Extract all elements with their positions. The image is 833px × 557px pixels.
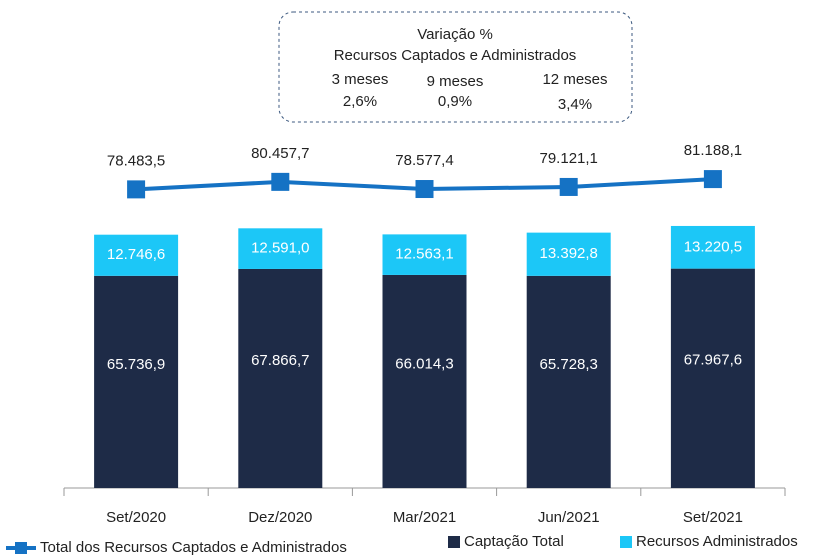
line-marker (271, 172, 290, 191)
x-tick-label: Dez/2020 (248, 509, 312, 526)
data-label: 80.457,7 (251, 145, 309, 162)
annotation-value: 2,6% (343, 93, 377, 110)
legend-label: Total dos Recursos Captados e Administra… (40, 539, 347, 556)
legend-swatch (620, 536, 632, 548)
data-label: 13.220,5 (684, 238, 742, 255)
line-marker (127, 180, 146, 199)
line-marker (559, 177, 578, 196)
annotation-label: 12 meses (542, 71, 607, 88)
bar-segment (382, 234, 467, 275)
bar-segment (94, 234, 179, 276)
x-tick-label: Set/2020 (106, 509, 166, 526)
x-tick-label: Jun/2021 (538, 509, 600, 526)
line-marker (703, 170, 722, 189)
data-label: 12.591,0 (251, 240, 309, 257)
bar-segment (238, 228, 323, 269)
data-label: 13.392,8 (540, 245, 598, 262)
bar-segment (526, 275, 611, 488)
x-tick-label: Mar/2021 (393, 509, 456, 526)
data-label: 12.563,1 (395, 246, 453, 263)
bar-segment (238, 268, 323, 488)
x-tick-label: Set/2021 (683, 509, 743, 526)
bar-segment (382, 274, 467, 488)
annotation-value: 0,9% (438, 93, 472, 110)
bar-segment (670, 225, 755, 269)
bar-segment (526, 232, 611, 276)
annotation-label: 9 meses (427, 73, 484, 90)
legend-label: Recursos Administrados (636, 533, 798, 550)
annotation-subtitle: Recursos Captados e Administrados (334, 47, 577, 64)
data-label: 65.728,3 (540, 356, 598, 373)
bar-segment (94, 275, 179, 488)
bar-segment (670, 268, 755, 488)
line-marker (415, 180, 434, 199)
annotation-title: Variação % (417, 26, 493, 43)
annotation-label: 3 meses (332, 71, 389, 88)
data-label: 67.866,7 (251, 352, 309, 369)
data-label: 81.188,1 (684, 142, 742, 159)
data-label: 79.121,1 (540, 150, 598, 167)
legend-swatch (448, 536, 460, 548)
data-label: 12.746,6 (107, 246, 165, 263)
data-label: 66.014,3 (395, 355, 453, 372)
data-label: 78.483,5 (107, 152, 165, 169)
annotation-value: 3,4% (558, 96, 592, 113)
data-label: 65.736,9 (107, 356, 165, 373)
data-label: 67.967,6 (684, 352, 742, 369)
data-label: 78.577,4 (395, 152, 453, 169)
annotation-box (278, 11, 633, 123)
legend-marker (15, 542, 27, 554)
legend-label: Captação Total (464, 533, 564, 550)
